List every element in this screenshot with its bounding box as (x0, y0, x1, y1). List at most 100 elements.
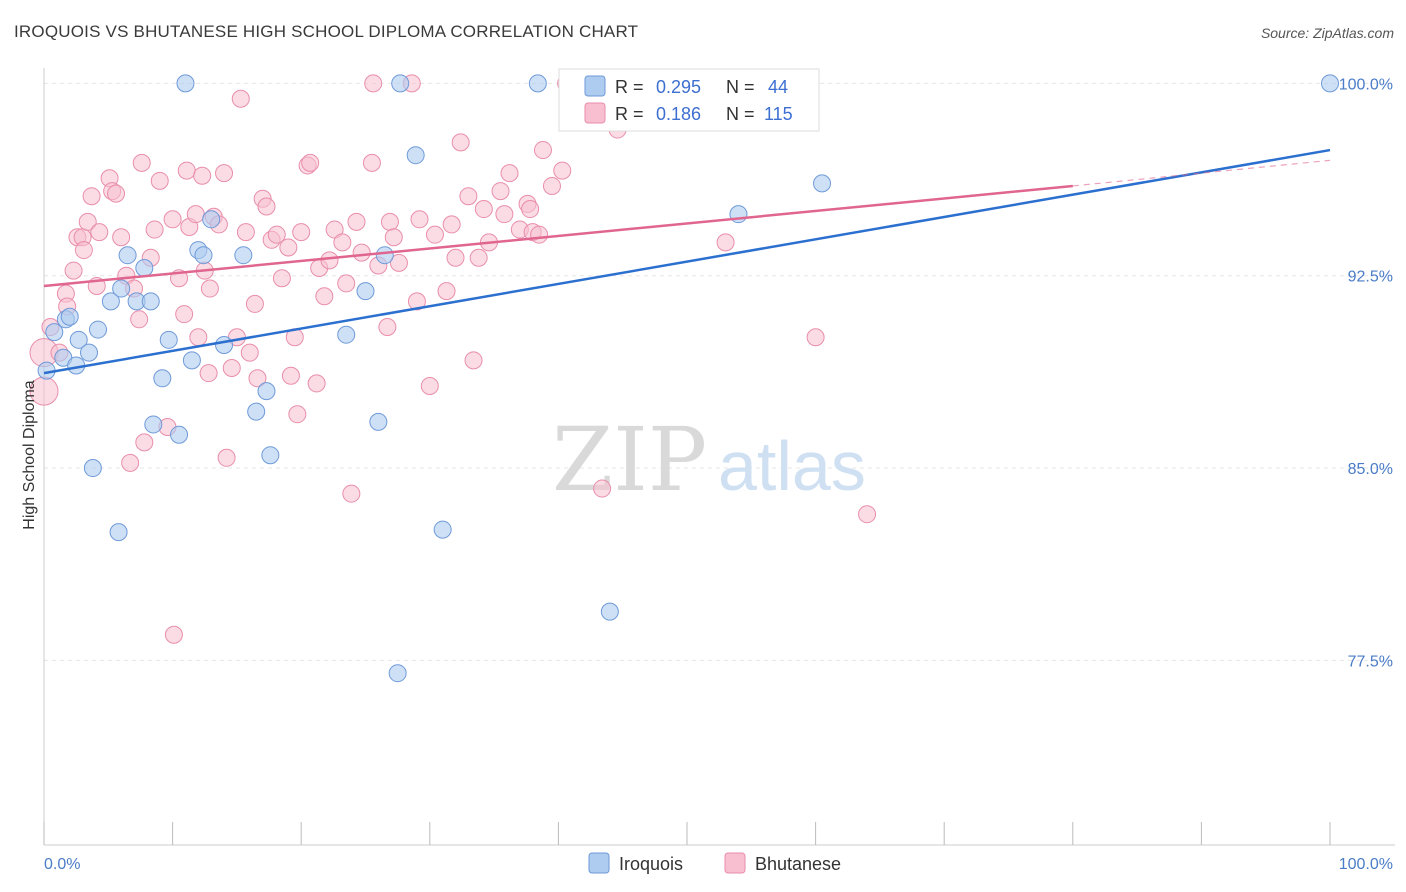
iroquois-point (600, 602, 619, 621)
grid-lines (44, 82, 1395, 661)
bhutanese-point (135, 433, 154, 452)
bhutanese-point (380, 212, 399, 231)
iroquois-point (135, 259, 154, 278)
bhutanese-point (74, 241, 93, 260)
iroquois-point (112, 279, 131, 298)
chart-title: IROQUOIS VS BHUTANESE HIGH SCHOOL DIPLOM… (14, 22, 639, 41)
bhutanese-point (362, 153, 381, 172)
bhutanese-point (222, 359, 241, 378)
iroquois-point (170, 425, 189, 444)
legend-swatch-iroquois (584, 75, 606, 97)
bhutanese-point (186, 205, 205, 224)
legend-r-label-iroquois: R = (615, 77, 644, 97)
legend-swatch-bhutanese (584, 102, 606, 124)
iroquois-point (257, 382, 276, 401)
bhutanese-point (267, 225, 286, 244)
bhutanese-point (215, 164, 234, 183)
iroquois-point (89, 320, 108, 339)
bhutanese-point (420, 376, 439, 395)
iroquois-point (528, 74, 547, 93)
iroquois-point (182, 351, 201, 370)
bhutanese-point (446, 248, 465, 267)
bhutanese-point (474, 200, 493, 219)
iroquois-point (234, 246, 253, 265)
bhutanese-point (150, 171, 169, 190)
bhutanese-point (315, 287, 334, 306)
iroquois-trend-line (43, 148, 1331, 375)
bhutanese-point (542, 176, 561, 195)
y-tick-label: 85.0% (1348, 461, 1393, 478)
bhutanese-point (307, 374, 326, 393)
bhutanese-trend-line (43, 184, 1073, 288)
bhutanese-point (248, 369, 267, 388)
iroquois-point (176, 74, 195, 93)
iroquois-point (83, 459, 102, 478)
bhutanese-point (378, 318, 397, 336)
iroquois-point (194, 246, 213, 265)
bhutanese-point (352, 243, 371, 262)
bhutanese-point (130, 310, 149, 329)
y-tick-label: 92.5% (1348, 269, 1393, 286)
x-tick-label: 100.0% (1339, 856, 1393, 873)
bhutanese-point (407, 292, 426, 311)
bhutanese-point (364, 74, 383, 93)
bhutanese-point (521, 200, 540, 219)
iroquois-point (391, 74, 410, 93)
bhutanese-point (320, 251, 339, 270)
bhutanese-point (281, 366, 300, 385)
watermark-atlas: atlas (718, 427, 866, 505)
bhutanese-point (425, 225, 444, 244)
tick-labels: 77.5% 85.0% 92.5% 100.0% 0.0% 100.0% (44, 76, 1393, 873)
watermark-zip: ZIP (552, 408, 707, 511)
series-legend-bhutanese: Bhutanese (755, 854, 841, 874)
bhutanese-point (347, 212, 366, 231)
bhutanese-point (78, 212, 97, 231)
bhutanese-point (217, 448, 236, 467)
iroquois-point (109, 523, 128, 542)
bhutanese-point (193, 166, 212, 185)
legend-n-value-iroquois: 44 (768, 77, 788, 97)
bhutanese-point (82, 187, 101, 206)
legend-r-value-bhutanese: 0.186 (656, 104, 701, 124)
iroquois-point (69, 330, 88, 349)
iroquois-point (375, 246, 394, 265)
bhutanese-point (257, 197, 276, 216)
bhutanese-point (858, 505, 877, 524)
bhutanese-points (29, 74, 877, 644)
bhutanese-point (500, 164, 519, 183)
bhutanese-point (175, 305, 194, 324)
bhutanese-point (121, 453, 140, 472)
bhutanese-point (292, 223, 311, 242)
bhutanese-point (410, 210, 429, 229)
bhutanese-point (189, 328, 208, 347)
iroquois-point (369, 412, 388, 431)
bhutanese-point (442, 215, 461, 234)
iroquois-point (101, 292, 120, 311)
bhutanese-point (593, 479, 612, 498)
bhutanese-point (459, 187, 478, 206)
series-legend-swatch-bhutanese (724, 852, 746, 874)
legend-r-label-bhutanese: R = (615, 104, 644, 124)
y-tick-label: 100.0% (1339, 76, 1393, 93)
iroquois-point (1321, 74, 1339, 93)
bhutanese-point (245, 294, 264, 313)
iroquois-point (60, 307, 79, 326)
bhutanese-point (279, 238, 298, 257)
iroquois-point (141, 292, 160, 311)
trend-lines (43, 148, 1331, 375)
bhutanese-point (464, 351, 483, 370)
legend-n-value-bhutanese: 115 (764, 104, 793, 124)
bhutanese-point (333, 233, 352, 252)
iroquois-point (159, 330, 178, 349)
iroquois-point (388, 664, 407, 683)
bhutanese-point (240, 343, 259, 362)
source-label: Source: ZipAtlas.com (1260, 25, 1394, 41)
bhutanese-point (437, 282, 456, 301)
iroquois-point (433, 520, 452, 539)
iroquois-point (337, 325, 356, 344)
bhutanese-point (530, 225, 549, 244)
iroquois-point (202, 210, 221, 229)
legend-n-label-bhutanese: N = (726, 104, 755, 124)
bhutanese-point (231, 89, 250, 108)
